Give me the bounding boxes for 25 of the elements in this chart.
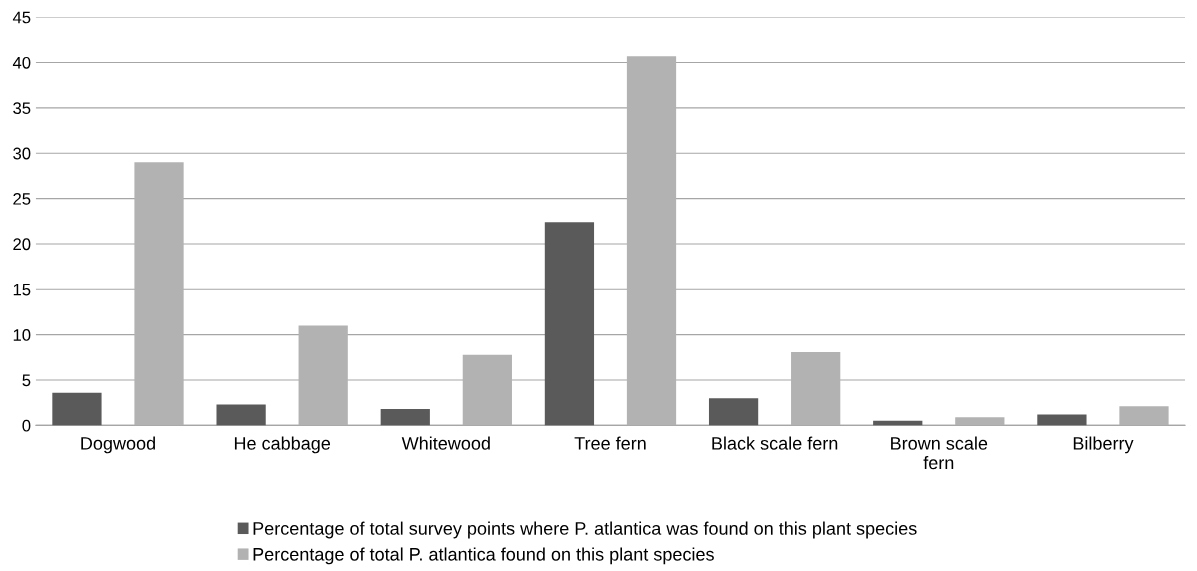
- y-tick-label: 5: [22, 374, 31, 387]
- x-tick-label: Whitewood: [401, 436, 490, 450]
- bar: [544, 222, 595, 426]
- bar: [708, 398, 759, 426]
- y-tick-label: 45: [12, 11, 31, 24]
- bar: [380, 409, 430, 426]
- x-tick-label: Tree fern: [574, 436, 646, 450]
- x-tick-label: He cabbage: [234, 436, 331, 454]
- y-tick-label: 0: [22, 419, 31, 432]
- bar: [216, 404, 266, 426]
- y-tick-label: 25: [13, 192, 31, 205]
- y-tick-label: 35: [13, 102, 31, 115]
- x-tick-label: Bilberry: [1073, 436, 1134, 454]
- y-tick-label: 40: [12, 56, 31, 69]
- y-tick-label: 30: [13, 147, 31, 160]
- x-tick-label: Brown scale fern: [891, 436, 988, 470]
- legend-label: Percentage of total P. atlantica found on this plant species: [253, 547, 714, 565]
- y-tick-label: 15: [13, 283, 31, 296]
- legend-label: Percentage of total survey points where P. atlantica was found on this plant species: [253, 521, 917, 539]
- bar: [52, 392, 102, 426]
- bar: [1037, 414, 1087, 426]
- y-tick-label: 10: [13, 329, 31, 341]
- y-tick-label: 20: [13, 238, 31, 251]
- x-tick-label: Dogwood: [81, 436, 155, 454]
- x-tick-label: Black scale fern: [712, 436, 838, 450]
